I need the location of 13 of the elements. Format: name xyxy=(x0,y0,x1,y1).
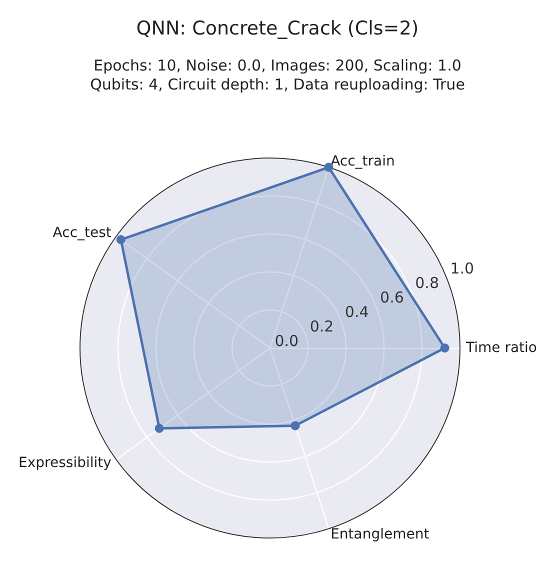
y-tick-label: 0.4 xyxy=(344,303,369,322)
spoke-label: Expressibility xyxy=(18,455,112,472)
spoke-label: Entanglement xyxy=(330,526,430,542)
y-tick-label: 0.6 xyxy=(380,288,404,306)
chart-subtitle: Epochs: 10, Noise: 0.0, Images: 200, Scaling: 1.0 Qubits: 4, Circuit depth: 1, Data reuploading: True xyxy=(90,56,465,94)
y-tick-label: 0.0 xyxy=(274,332,299,350)
chart-title: QNN: Concrete_Crack (Cls=2) xyxy=(136,18,419,40)
y-tick-label: 0.8 xyxy=(415,274,439,292)
spoke-label: Acc_test xyxy=(52,224,112,241)
y-tick-label: 1.0 xyxy=(450,259,474,278)
spoke-label: Acc_train xyxy=(330,154,395,170)
y-tick-label: 0.2 xyxy=(310,318,334,336)
spoke-label: Time ratio xyxy=(465,340,537,356)
